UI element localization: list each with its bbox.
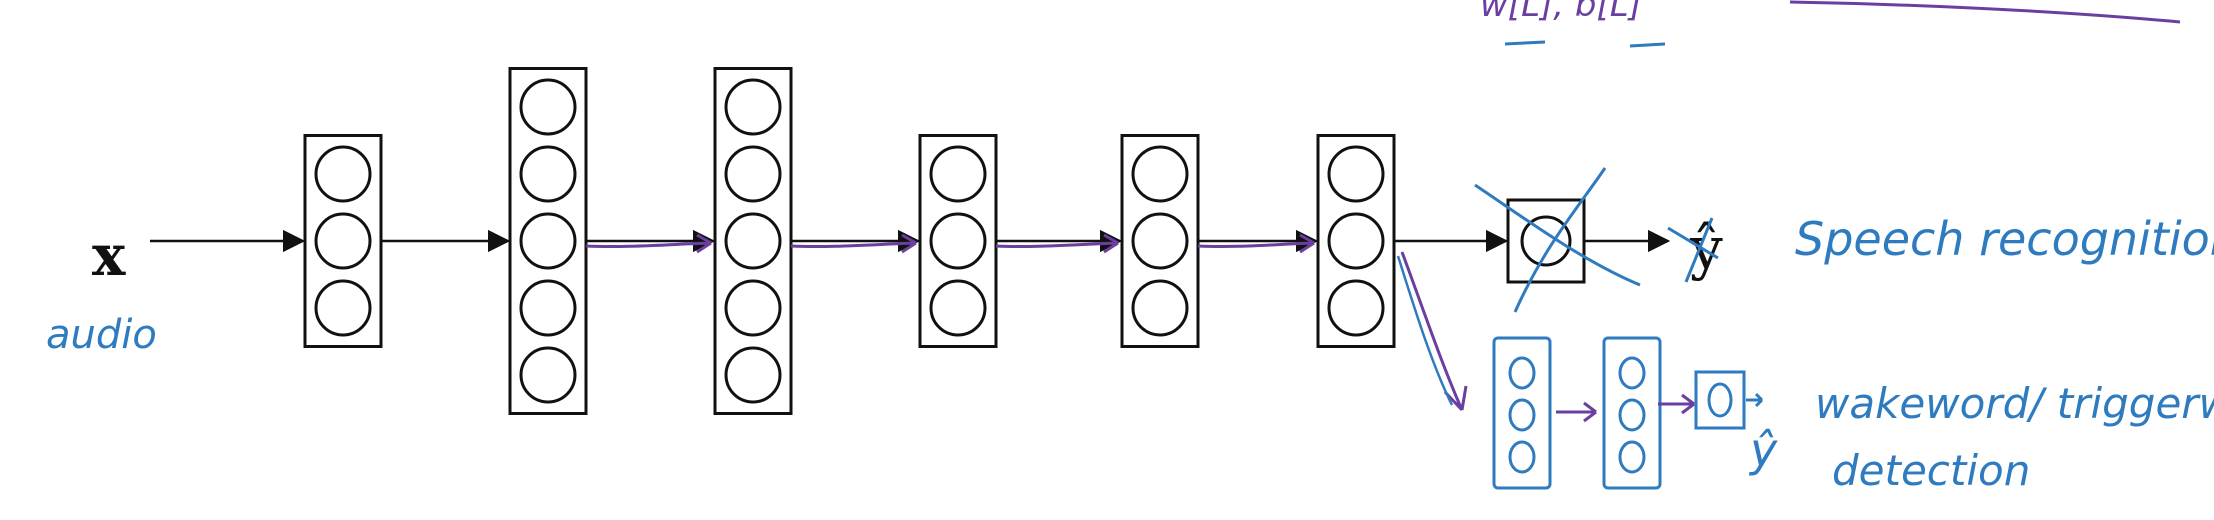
- detection-label: detection: [1832, 446, 2030, 495]
- neuron: [1131, 212, 1189, 270]
- network-arrows: [150, 229, 1509, 254]
- neuron: [1327, 279, 1385, 337]
- top-note-text: w[L], b[L]: [1480, 0, 1642, 25]
- top-note-long-line: [1789, 0, 2181, 24]
- hidden-layer-1: [303, 134, 383, 348]
- hidden-layer-5: [1120, 134, 1200, 348]
- new-neuron: [1508, 440, 1536, 474]
- new-output-box: [1694, 370, 1746, 430]
- wakeword-label: wakeword/ triggerword: [1815, 379, 2214, 428]
- output-cross-out: [1474, 167, 1641, 313]
- new-output-unit: [1707, 382, 1733, 418]
- new-layer-2: [1602, 336, 1662, 490]
- output-unit: [1520, 215, 1572, 267]
- neuron: [519, 346, 577, 404]
- neuron: [724, 78, 782, 136]
- neuron: [1131, 145, 1189, 203]
- new-arrow-2: [1658, 393, 1695, 415]
- neuron: [519, 212, 577, 270]
- neuron: [519, 78, 577, 136]
- new-layers: [1492, 336, 1662, 490]
- neuron: [724, 346, 782, 404]
- neuron: [314, 279, 372, 337]
- neuron: [929, 279, 987, 337]
- new-branch: ŷ wakeword/ triggerword detection: [1396, 251, 2214, 495]
- neuron: [314, 212, 372, 270]
- neuron: [929, 145, 987, 203]
- top-note: w[L], b[L]: [1480, 0, 2181, 48]
- new-neuron: [1508, 356, 1536, 390]
- new-output-arrow: [1746, 392, 1764, 408]
- neuron: [1327, 145, 1385, 203]
- hidden-layer-4: [918, 134, 998, 348]
- top-note-underline: [1504, 40, 1666, 48]
- hidden-layer-3: [713, 67, 793, 415]
- retrain-arrow: [1197, 233, 1315, 254]
- new-neuron: [1618, 398, 1646, 432]
- new-neuron: [1618, 356, 1646, 390]
- branch-arrow-purple: [1400, 251, 1468, 412]
- neuron: [724, 145, 782, 203]
- new-layer-box: [1602, 336, 1662, 490]
- neuron: [724, 212, 782, 270]
- new-neuron: [1508, 398, 1536, 432]
- neuron: [929, 212, 987, 270]
- input-x-label: x: [92, 223, 126, 289]
- speech-recognition-label: Speech recognition: [1795, 212, 2214, 266]
- neuron: [519, 145, 577, 203]
- new-neuron: [1618, 440, 1646, 474]
- yhat-cross-out: [1667, 217, 1719, 283]
- neuron: [1327, 212, 1385, 270]
- new-layer-box: [1492, 336, 1552, 490]
- audio-annotation: audio: [46, 312, 157, 358]
- new-arrow-1: [1556, 401, 1597, 423]
- retrain-arrow: [790, 233, 917, 254]
- hidden-layer-2: [508, 67, 588, 415]
- retrain-arrow: [995, 233, 1119, 254]
- new-yhat: ŷ: [1748, 423, 1778, 477]
- hidden-layer-6: [1316, 134, 1396, 348]
- neuron: [724, 279, 782, 337]
- neuron: [1131, 279, 1189, 337]
- original-yhat: ŷ: [1689, 214, 1723, 282]
- neuron: [314, 145, 372, 203]
- retrain-arrow: [585, 233, 712, 254]
- branch-arrow-blue: [1396, 255, 1454, 406]
- neuron: [519, 279, 577, 337]
- new-layer-1: [1492, 336, 1552, 490]
